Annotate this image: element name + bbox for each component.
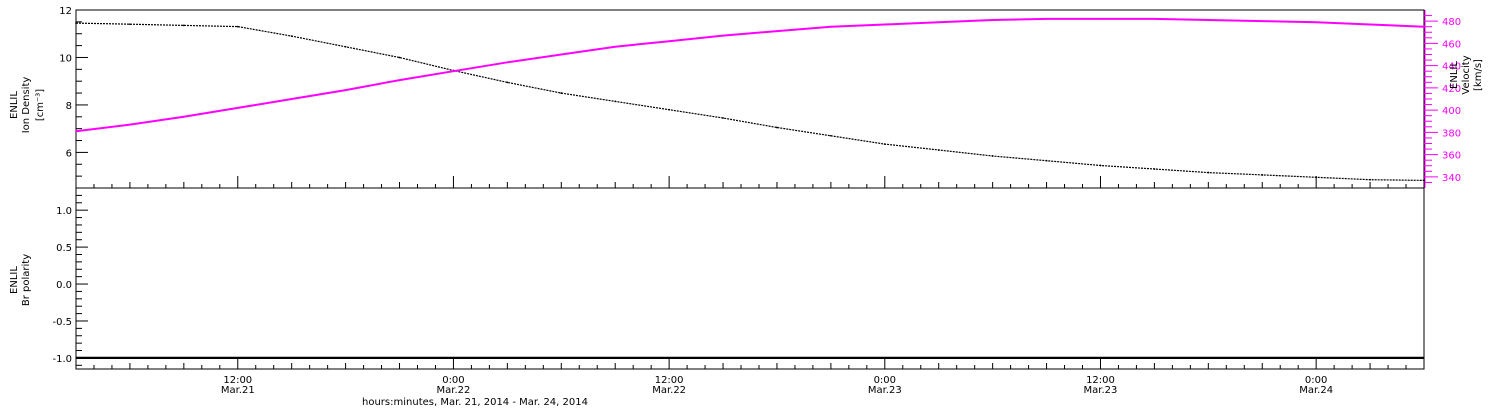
velocity-point bbox=[236, 107, 239, 109]
time-tick-label: 0:00 bbox=[1305, 375, 1327, 386]
time-tick-date: Mar.22 bbox=[652, 385, 686, 396]
velocity-tick-label: 480 bbox=[1442, 17, 1461, 28]
density-tick-label: 10 bbox=[59, 53, 72, 64]
velocity-tick-label: 420 bbox=[1442, 84, 1461, 95]
velocity-series-line bbox=[75, 17, 1425, 133]
density-point bbox=[883, 143, 886, 145]
density-point bbox=[668, 108, 671, 111]
polarity-axis-title: ENLIL bbox=[9, 266, 20, 294]
velocity-point bbox=[1099, 18, 1102, 20]
velocity-axis-title: Velocity bbox=[1461, 55, 1472, 94]
density-axis-title: ENLIL bbox=[9, 91, 20, 119]
density-point bbox=[776, 126, 778, 129]
time-tick-date: Mar.23 bbox=[868, 385, 902, 396]
polarity-tick-label: 0.0 bbox=[56, 280, 72, 291]
velocity-point bbox=[290, 98, 293, 100]
velocity-point bbox=[1045, 18, 1048, 20]
velocity-point bbox=[829, 25, 832, 28]
velocity-point bbox=[452, 70, 455, 73]
velocity-point bbox=[506, 61, 509, 64]
density-point bbox=[991, 155, 994, 157]
time-tick-date: Mar.21 bbox=[221, 385, 255, 396]
velocity-point bbox=[1423, 25, 1425, 28]
density-tick-label: 6 bbox=[66, 148, 72, 159]
density-series-line bbox=[75, 22, 1425, 181]
density-point bbox=[829, 134, 832, 137]
velocity-point bbox=[1207, 19, 1210, 21]
polarity-tick-label: 0.5 bbox=[56, 243, 72, 254]
velocity-point bbox=[344, 89, 347, 91]
polarity-axis-title: Br polarity bbox=[21, 254, 32, 306]
velocity-point bbox=[668, 40, 671, 43]
velocity-point bbox=[1315, 21, 1318, 24]
density-point bbox=[937, 149, 940, 151]
time-tick-date: Mar.23 bbox=[1084, 385, 1118, 396]
velocity-point bbox=[398, 79, 401, 81]
velocity-point bbox=[614, 45, 617, 48]
velocity-tick-label: 340 bbox=[1442, 173, 1461, 184]
velocity-point bbox=[1369, 23, 1371, 26]
polarity-panel: -1.0 -0.5 0.0 0.5 1.0 ENLIL Br polarity bbox=[9, 187, 1425, 370]
time-tick-label: 12:00 bbox=[655, 375, 684, 386]
velocity-tick-label: 360 bbox=[1442, 151, 1461, 162]
density-tick-label: 12 bbox=[59, 6, 72, 17]
velocity-point bbox=[991, 19, 994, 21]
time-tick-label: 0:00 bbox=[442, 375, 464, 386]
velocity-point bbox=[560, 53, 563, 56]
density-point bbox=[236, 25, 239, 28]
density-point bbox=[1045, 159, 1048, 162]
density-point bbox=[506, 81, 509, 84]
polarity-tick-label: 1.0 bbox=[56, 206, 72, 217]
density-point bbox=[182, 24, 185, 27]
density-point bbox=[1261, 174, 1264, 176]
time-tick-label: 0:00 bbox=[874, 375, 896, 386]
density-point bbox=[290, 35, 293, 38]
velocity-point bbox=[1261, 20, 1264, 23]
velocity-axis-title: ENLIL bbox=[1449, 61, 1460, 89]
density-point bbox=[398, 56, 401, 59]
density-point bbox=[1099, 164, 1102, 167]
velocity-tick-label: 440 bbox=[1442, 62, 1461, 73]
density-tick-label: 8 bbox=[66, 101, 72, 112]
density-point bbox=[1153, 168, 1156, 170]
velocity-point bbox=[722, 34, 724, 37]
velocity-point bbox=[776, 30, 778, 33]
density-point bbox=[1207, 171, 1210, 174]
time-tick-date: Mar.22 bbox=[437, 385, 471, 396]
density-point bbox=[1369, 178, 1371, 181]
panel1-frame bbox=[75, 9, 1425, 189]
velocity-point bbox=[129, 123, 131, 126]
time-tick-label: 12:00 bbox=[1086, 375, 1115, 386]
density-point bbox=[560, 92, 563, 94]
panel2-frame bbox=[75, 187, 1425, 370]
density-point bbox=[129, 23, 131, 26]
velocity-point bbox=[75, 130, 77, 133]
polarity-tick-label: -0.5 bbox=[52, 317, 72, 328]
velocity-tick-label: 380 bbox=[1442, 128, 1461, 139]
velocity-tick-label: 460 bbox=[1442, 39, 1461, 50]
velocity-point bbox=[883, 23, 886, 26]
density-point bbox=[614, 100, 617, 103]
density-point bbox=[722, 117, 724, 119]
time-axis: 12:00Mar.210:00Mar.2212:00Mar.220:00Mar.… bbox=[75, 176, 1425, 396]
density-point bbox=[75, 22, 77, 24]
density-axis-unit: [cm⁻³] bbox=[35, 89, 46, 121]
velocity-axis-unit: [km/s] bbox=[1473, 59, 1484, 91]
density-axis-title: Ion Density bbox=[21, 77, 32, 134]
velocity-tick-label: 400 bbox=[1442, 106, 1461, 117]
density-point bbox=[1423, 179, 1425, 182]
x-axis-title: hours:minutes, Mar. 21, 2014 - Mar. 24, … bbox=[362, 397, 588, 408]
time-tick-label: 12:00 bbox=[223, 375, 252, 386]
density-point bbox=[344, 45, 347, 48]
velocity-point bbox=[937, 21, 940, 24]
velocity-point bbox=[1153, 18, 1156, 20]
time-tick-date: Mar.24 bbox=[1299, 385, 1333, 396]
polarity-tick-label: -1.0 bbox=[52, 354, 72, 365]
velocity-point bbox=[182, 115, 185, 118]
